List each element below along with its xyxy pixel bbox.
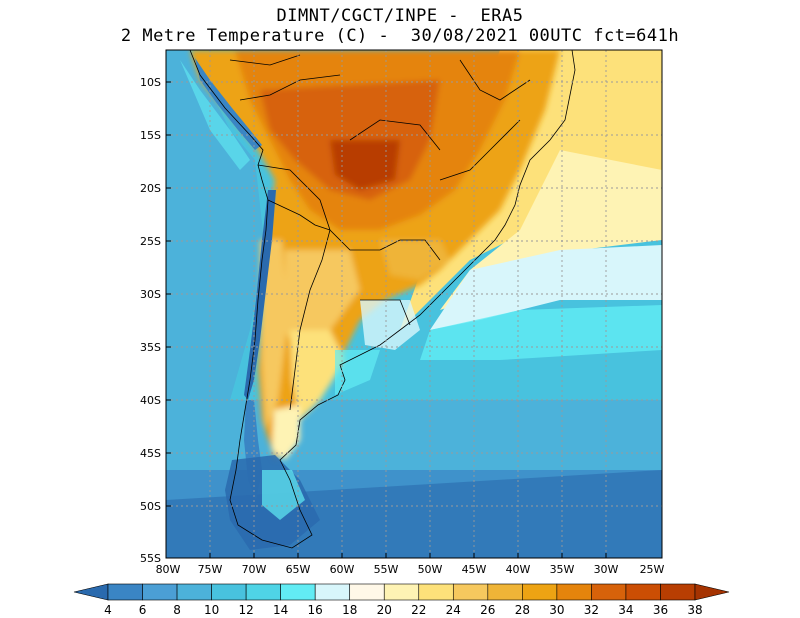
lon-label: 35W <box>550 563 575 576</box>
colorbar-label: 30 <box>549 603 564 617</box>
colorbar-label: 20 <box>377 603 392 617</box>
lon-label: 70W <box>242 563 267 576</box>
lat-label: 35S <box>140 341 161 354</box>
colorbar-swatch <box>487 583 523 601</box>
colorbar-label: 14 <box>273 603 288 617</box>
title-line-2: 2 Metre Temperature (C) - 30/08/2021 00U… <box>120 26 680 46</box>
colorbar-swatch <box>211 583 247 601</box>
lat-label: 10S <box>140 76 161 89</box>
lat-label: 50S <box>140 500 161 513</box>
colorbar-swatch <box>383 583 420 601</box>
lon-label: 75W <box>198 563 223 576</box>
colorbar-label: 32 <box>584 603 599 617</box>
colorbar-swatch <box>418 583 454 601</box>
colorbar-label: 8 <box>173 603 181 617</box>
lon-label: 80W <box>156 563 181 576</box>
title-line-1: DIMNT/CGCT/INPE - ERA5 <box>276 6 524 26</box>
colorbar-swatch <box>107 583 143 601</box>
colorbar-swatch <box>522 583 558 601</box>
lon-label: 40W <box>506 563 531 576</box>
colorbar-label: 26 <box>480 603 495 617</box>
lat-label: 25S <box>140 235 161 248</box>
colorbar-label: 10 <box>204 603 219 617</box>
lat-label: 55S <box>140 552 161 565</box>
lat-label: 45S <box>140 447 161 460</box>
colorbar-swatch <box>556 583 592 601</box>
colorbar-label: 24 <box>446 603 461 617</box>
colorbar-label: 6 <box>139 603 147 617</box>
map-frame <box>165 49 663 559</box>
colorbar-swatch <box>314 583 351 601</box>
colorbar-label: 16 <box>308 603 323 617</box>
coastlines <box>189 50 576 549</box>
lon-label: 50W <box>418 563 443 576</box>
lat-label: 30S <box>140 288 161 301</box>
temperature-field <box>166 50 662 558</box>
colorbar-label: 36 <box>653 603 668 617</box>
colorbar: 4 6 8 10 12 14 16 18 20 22 24 26 28 30 32 34 36 38 <box>73 583 730 617</box>
lon-ticks <box>209 553 607 558</box>
lon-label: 30W <box>594 563 619 576</box>
colorbar-swatch <box>176 583 212 601</box>
colorbar-swatch <box>280 583 316 601</box>
colorbar-swatch <box>142 583 178 601</box>
colorbar-swatch <box>349 583 385 601</box>
lon-label: 60W <box>330 563 355 576</box>
colorbar-arrow-low <box>73 583 109 601</box>
lon-label: 55W <box>374 563 399 576</box>
lat-ticks <box>166 81 171 507</box>
colorbar-label: 34 <box>618 603 633 617</box>
lat-label: 20S <box>140 182 161 195</box>
lon-label: 25W <box>640 563 665 576</box>
lat-label: 15S <box>140 129 161 142</box>
colorbar-label: 12 <box>238 603 253 617</box>
lon-label: 65W <box>286 563 311 576</box>
colorbar-label: 18 <box>342 603 357 617</box>
colorbar-label: 22 <box>411 603 426 617</box>
lon-label: 45W <box>462 563 487 576</box>
colorbar-swatch <box>245 583 281 601</box>
colorbar-swatch <box>660 583 696 601</box>
colorbar-label: 38 <box>687 603 702 617</box>
colorbar-swatch <box>452 583 489 601</box>
colorbar-arrow-high <box>694 583 730 601</box>
lat-label: 40S <box>140 394 161 407</box>
colorbar-swatch <box>591 583 627 601</box>
colorbar-swatch <box>625 583 661 601</box>
colorbar-label: 4 <box>104 603 112 617</box>
colorbar-label: 28 <box>515 603 530 617</box>
